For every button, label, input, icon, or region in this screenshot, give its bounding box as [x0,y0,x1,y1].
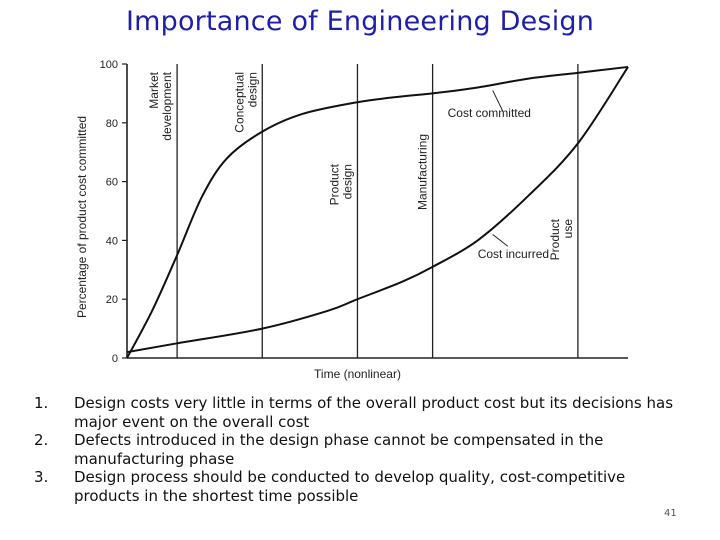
phase-label: Product design [327,163,354,205]
series-label-leader [492,90,504,112]
phase-label-word: use [561,219,575,239]
bullet-list: 1. Design costs very little in terms of … [34,394,684,505]
bullet-text: Defects introduced in the design phase c… [74,431,604,468]
phase-label-word: design [245,72,259,107]
bullet-item: 2. Defects introduced in the design phas… [34,431,684,468]
phase-label: Product use [548,218,575,260]
x-axis-label: Time (nonlinear) [314,367,401,381]
y-tick-label: 100 [100,59,118,71]
y-tick-label: 80 [106,118,118,130]
bullet-text: Design costs very little in terms of the… [74,394,674,431]
series-lines [126,65,629,359]
phase-markers: Market development Conceptual designProduct… [147,64,579,358]
bullet-item: 1. Design costs very little in terms of … [34,394,684,431]
series-label-leader [492,234,509,247]
phase-label-word: Market [147,71,161,108]
series-label-cost-incurred: Cost incurred [478,247,549,261]
slide-title: Importance of Engineering Design [125,6,595,37]
phase-label: Market development [147,71,174,140]
y-tick-label: 60 [106,177,118,189]
y-tick-label: 20 [106,294,118,306]
bullet-number: 2. [34,431,49,449]
y-tick-label: 40 [106,235,118,247]
phase-label-word: design [340,164,354,199]
series-line-cost-incurred [126,66,629,354]
bullet-item: 3. Design process should be conducted to… [34,468,684,505]
bullet-text: Design process should be conducted to de… [74,468,626,505]
y-ticks: 0 20 40 60 80 100 [100,59,127,365]
series-label-cost-committed: Cost committed [448,106,531,120]
y-axis-label: Percentage of product cost committed [75,116,89,318]
cost-commitment-chart: 0 20 40 60 80 100 Market development Conceptual… [75,59,629,381]
phase-label-word: Conceptual [232,72,246,133]
phase-label-word: development [160,71,174,140]
series-line-cost-committed [126,65,629,359]
phase-label: Conceptual design [232,72,259,133]
bullet-number: 1. [34,394,49,412]
phase-label-word: Product [327,163,341,205]
phase-label-word: Manufacturing [416,134,430,210]
phase-label: Manufacturing [416,134,430,210]
bullet-number: 3. [34,468,49,486]
slide-number: 41 [664,508,677,519]
phase-label-word: Product [548,218,562,260]
y-tick-label: 0 [112,353,118,365]
axes [126,64,628,359]
